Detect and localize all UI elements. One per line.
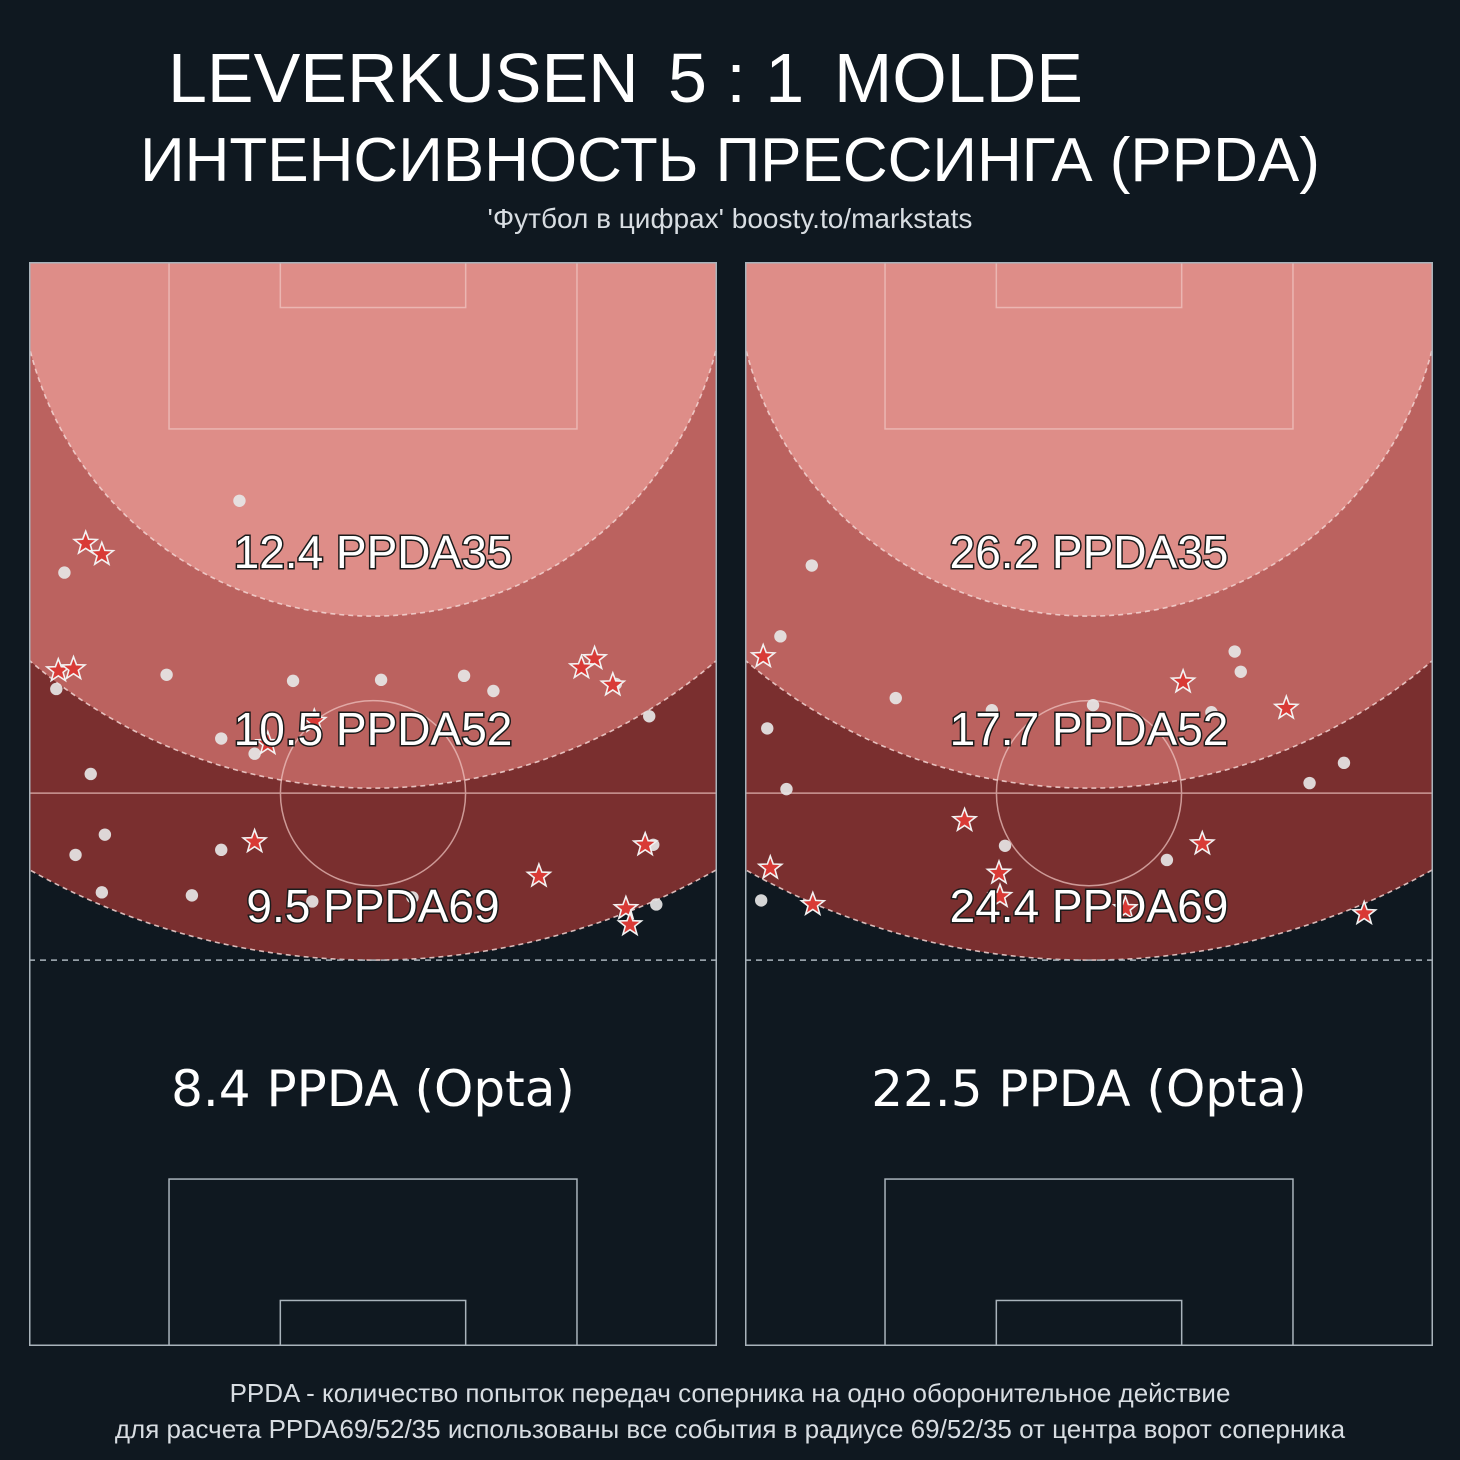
zone-label-ppda69: 9.5 PPDA69	[246, 880, 499, 932]
footnote-method: для расчета PPDA69/52/35 использованы вс…	[114, 1414, 1346, 1444]
pitch-chart-away: 26.2 PPDA35 17.7 PPDA52 24.4 PPDA69 22.5 PP…	[745, 262, 1433, 1346]
event-dot	[215, 843, 228, 857]
event-star	[59, 654, 88, 681]
event-star	[88, 540, 116, 566]
pitch-border	[745, 262, 1433, 1346]
home-team-name: LEVERKUSEN	[168, 39, 639, 117]
event-star	[300, 706, 328, 733]
center-circle	[279, 699, 467, 887]
event-dot	[780, 782, 793, 796]
zone-label-ppda69: 24.4 PPDA69	[950, 880, 1229, 932]
event-dot	[374, 673, 388, 687]
event-dot	[643, 710, 656, 723]
event-dot	[1234, 665, 1247, 678]
event-star	[616, 910, 644, 937]
zone-label-ppda52: 10.5 PPDA52	[234, 703, 513, 755]
zone-label-ppda35: 26.2 PPDA35	[950, 526, 1229, 578]
goal-area-top	[995, 262, 1183, 309]
event-star	[612, 894, 640, 921]
away-team-name: MOLDE	[834, 39, 1083, 117]
event-star	[240, 827, 269, 854]
event-star	[71, 529, 100, 555]
event-dot	[1205, 706, 1218, 719]
chart-subtitle: ИНТЕНСИВНОСТЬ ПРЕССИНГА (PPDA)	[140, 126, 1320, 195]
zone-label-ppda35: 12.4 PPDA35	[234, 526, 513, 578]
event-dot	[98, 828, 112, 841]
event-dot	[985, 704, 999, 717]
event-dot	[58, 566, 71, 579]
pressing-zones	[745, 262, 1433, 961]
event-dot	[998, 839, 1012, 852]
event-star	[581, 644, 609, 671]
match-score: 5 : 1	[668, 39, 805, 117]
event-dot	[805, 559, 818, 572]
event-dot	[1086, 698, 1100, 712]
pitch-border	[29, 262, 717, 1346]
event-star	[749, 642, 777, 669]
event-dot	[286, 674, 300, 688]
event-star	[1169, 667, 1197, 694]
event-star	[567, 653, 595, 680]
event-star	[1350, 899, 1378, 926]
opta-ppda-label: 8.4 PPDA (Opta)	[171, 1060, 575, 1118]
event-star	[631, 830, 659, 857]
event-dot	[185, 889, 199, 902]
event-star	[950, 806, 979, 833]
event-star	[599, 670, 627, 697]
event-star	[799, 890, 827, 917]
event-star	[1188, 829, 1216, 856]
event-star	[756, 853, 784, 880]
event-dot	[1228, 645, 1241, 658]
event-dot	[650, 898, 663, 911]
event-dot	[50, 682, 63, 696]
event-dot	[160, 668, 173, 681]
event-star	[525, 861, 553, 888]
event-star	[985, 858, 1013, 885]
goal-area-top	[279, 262, 467, 309]
event-dot	[233, 494, 246, 507]
footnote-definition: PPDA - количество попыток передач соперн…	[229, 1378, 1231, 1408]
event-dot	[69, 848, 82, 862]
event-dot	[1337, 756, 1351, 770]
zone-ppda35	[29, 262, 717, 617]
penalty-area-top	[884, 262, 1294, 430]
event-dot	[406, 891, 419, 904]
pitch-markings	[745, 262, 1433, 887]
events	[44, 494, 663, 937]
penalty-area-top	[168, 262, 578, 430]
event-dot	[487, 684, 500, 698]
event-dot	[774, 630, 787, 643]
pitch-chart-home: 12.4 PPDA35 10.5 PPDA52 9.5 PPDA69 8.4 PPDA…	[29, 262, 717, 1346]
event-star	[986, 882, 1014, 908]
event-dot	[248, 747, 261, 760]
pressing-zones	[29, 262, 717, 961]
event-dot	[95, 886, 109, 899]
zone-ppda35	[745, 262, 1433, 617]
event-star	[1272, 693, 1300, 720]
event-dot	[84, 767, 97, 781]
penalty-area-bottom	[168, 1178, 578, 1346]
event-dot	[889, 691, 902, 705]
zone-label-ppda52: 17.7 PPDA52	[950, 703, 1229, 755]
opta-ppda-label: 22.5 PPDA (Opta)	[871, 1060, 1307, 1118]
event-dot	[306, 895, 319, 908]
event-dot	[761, 722, 774, 735]
penalty-area-bottom	[884, 1178, 1294, 1346]
event-star	[254, 729, 282, 756]
event-dot	[1160, 853, 1174, 867]
event-dot	[215, 732, 228, 745]
event-dot	[1303, 776, 1316, 790]
event-dot	[457, 669, 471, 683]
source-credit: 'Футбол в цифрах' boosty.to/markstats	[487, 203, 973, 234]
pitch-markings	[29, 262, 717, 887]
event-star	[1111, 894, 1139, 921]
events	[749, 559, 1378, 926]
event-dot	[754, 894, 768, 907]
